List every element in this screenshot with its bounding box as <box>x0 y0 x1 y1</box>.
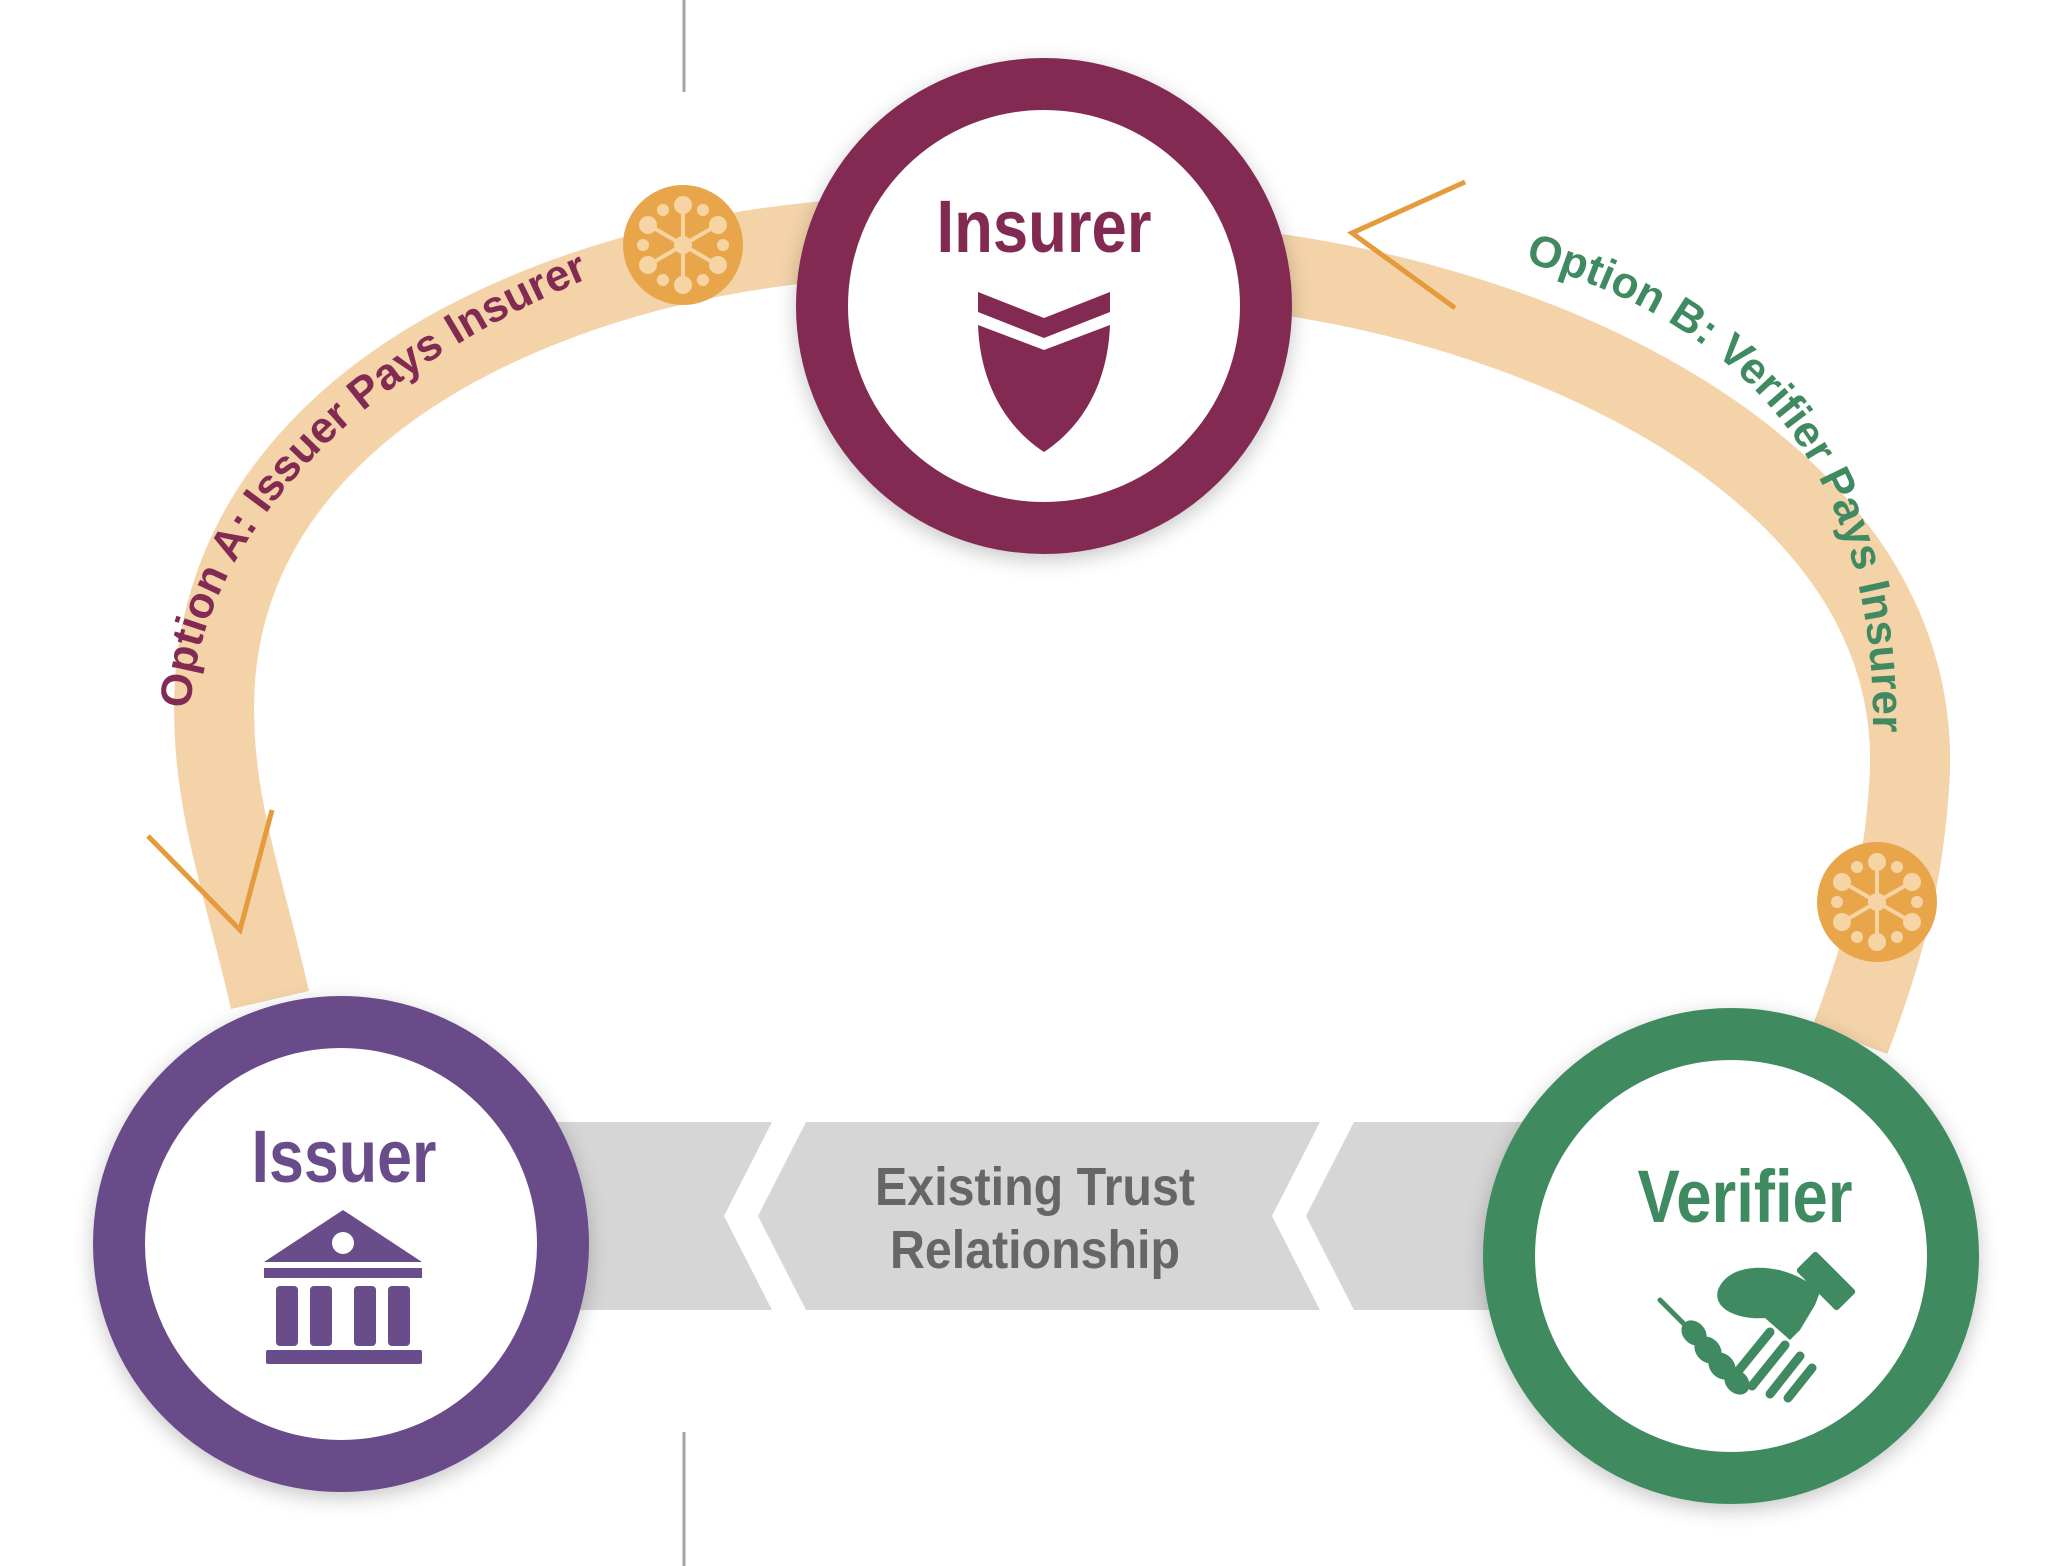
option-b-arrowhead <box>1347 179 1467 311</box>
verifier-ring <box>1483 1008 1979 1504</box>
network-token-icon <box>1817 842 1937 962</box>
issuer-label: Issuer <box>252 1115 437 1198</box>
option-a-arc <box>174 196 994 1009</box>
option-a-arrowhead <box>146 809 275 935</box>
issuer-node: Issuer <box>93 996 589 1492</box>
insurer-ring <box>796 58 1292 554</box>
verifier-node: Verifier <box>1483 1008 1979 1504</box>
insurer-node: Insurer <box>796 58 1292 554</box>
bank-icon <box>264 1210 422 1364</box>
network-token-icon <box>623 185 743 305</box>
shield-icon <box>978 292 1110 452</box>
insurer-label: Insurer <box>937 185 1152 268</box>
trust-band-middle <box>758 1122 1320 1310</box>
trust-label-line2: Relationship <box>890 1220 1180 1280</box>
handshake-icon <box>1657 1251 1856 1403</box>
trust-label-line1: Existing Trust <box>875 1157 1195 1217</box>
verifier-label: Verifier <box>1638 1155 1853 1238</box>
